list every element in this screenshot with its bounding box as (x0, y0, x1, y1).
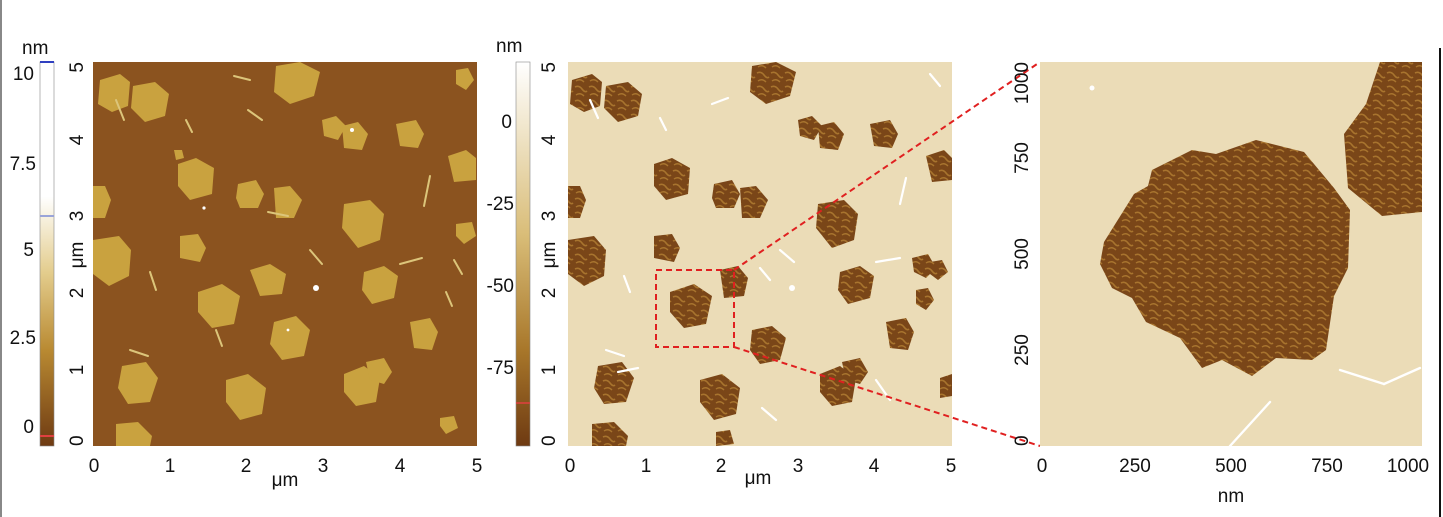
x-tick-label: 0 (565, 456, 576, 477)
x-axis-label: μm (272, 470, 299, 491)
y-tick-label: 2 (539, 288, 560, 299)
x-tick-label: 1000 (1387, 456, 1429, 477)
zoom-particle (1089, 85, 1095, 91)
colorbar-unit-label: nm (22, 38, 48, 59)
y-tick-label: 0 (1012, 435, 1033, 446)
x-tick-label: 500 (1215, 456, 1247, 477)
y-tick-label: 1000 (1012, 62, 1033, 104)
y-tick-label: 250 (1012, 334, 1033, 366)
colorbar-unit-label: nm (496, 36, 522, 57)
x-tick-label: 2 (716, 456, 727, 477)
x-tick-label: 5 (946, 456, 957, 477)
x-tick-label: 4 (869, 456, 880, 477)
height-panel: nm 10 7.5 5 2.5 0 μm 5 4 3 2 1 0 (10, 38, 483, 491)
colorbar-tick-label: -25 (487, 194, 514, 215)
y-tick-label: 3 (539, 211, 560, 222)
colorbar-tick-label: -50 (487, 276, 514, 297)
phase-particle (789, 285, 795, 291)
y-tick-label: 500 (1012, 238, 1033, 270)
y-tick-label: 3 (67, 211, 88, 222)
colorbar-tick-label: 10 (13, 64, 34, 85)
colorbar-tick-label: 5 (23, 240, 34, 261)
height-islands (93, 62, 476, 446)
y-tick-label: 1 (539, 365, 560, 376)
x-tick-label: 1 (165, 456, 176, 477)
y-tick-label: 0 (539, 435, 560, 446)
y-tick-label: 750 (1012, 142, 1033, 174)
height-particles (202, 128, 354, 332)
x-tick-label: 5 (472, 456, 483, 477)
colorbar-tick-label: -75 (487, 358, 514, 379)
zoom-connector-lines (733, 61, 1041, 447)
zoom-island-edge (1344, 62, 1422, 216)
y-tick-label: 5 (67, 62, 88, 73)
y-tick-label: 2 (67, 288, 88, 299)
colorbar-tick-label: 0 (501, 112, 512, 133)
zoom-region-box (655, 269, 735, 348)
zoom-panel: 1000 750 500 250 0 0 250 500 750 1000 nm (1012, 48, 1441, 517)
y-tick-label: 4 (67, 134, 88, 145)
y-axis-label: μm (539, 242, 560, 269)
phase-panel: nm 0 -25 -50 -75 μm 5 4 3 2 1 0 (487, 36, 957, 489)
zoom-fibrils (1228, 366, 1422, 448)
x-tick-label: 0 (1037, 456, 1048, 477)
colorbar-tick-label: 0 (23, 417, 34, 438)
y-tick-label: 4 (539, 134, 560, 145)
colorbar-tick-label: 7.5 (10, 154, 36, 175)
x-tick-label: 250 (1119, 456, 1151, 477)
x-tick-label: 0 (89, 456, 100, 477)
x-axis-label: μm (745, 468, 772, 489)
zoom-island (1100, 140, 1350, 376)
x-tick-label: 2 (241, 456, 252, 477)
x-tick-label: 3 (793, 456, 804, 477)
height-colorbar (39, 61, 55, 447)
y-axis-label: μm (67, 242, 88, 269)
y-tick-label: 1 (67, 365, 88, 376)
y-tick-label: 0 (67, 435, 88, 446)
y-tick-label: 5 (539, 62, 560, 73)
colorbar-tick-label: 2.5 (10, 328, 36, 349)
height-fibrils (115, 75, 463, 357)
x-tick-label: 1 (641, 456, 652, 477)
x-axis-label: nm (1218, 486, 1244, 507)
x-tick-label: 3 (318, 456, 329, 477)
phase-colorbar (515, 61, 531, 447)
x-tick-label: 750 (1311, 456, 1343, 477)
x-tick-label: 4 (395, 456, 406, 477)
